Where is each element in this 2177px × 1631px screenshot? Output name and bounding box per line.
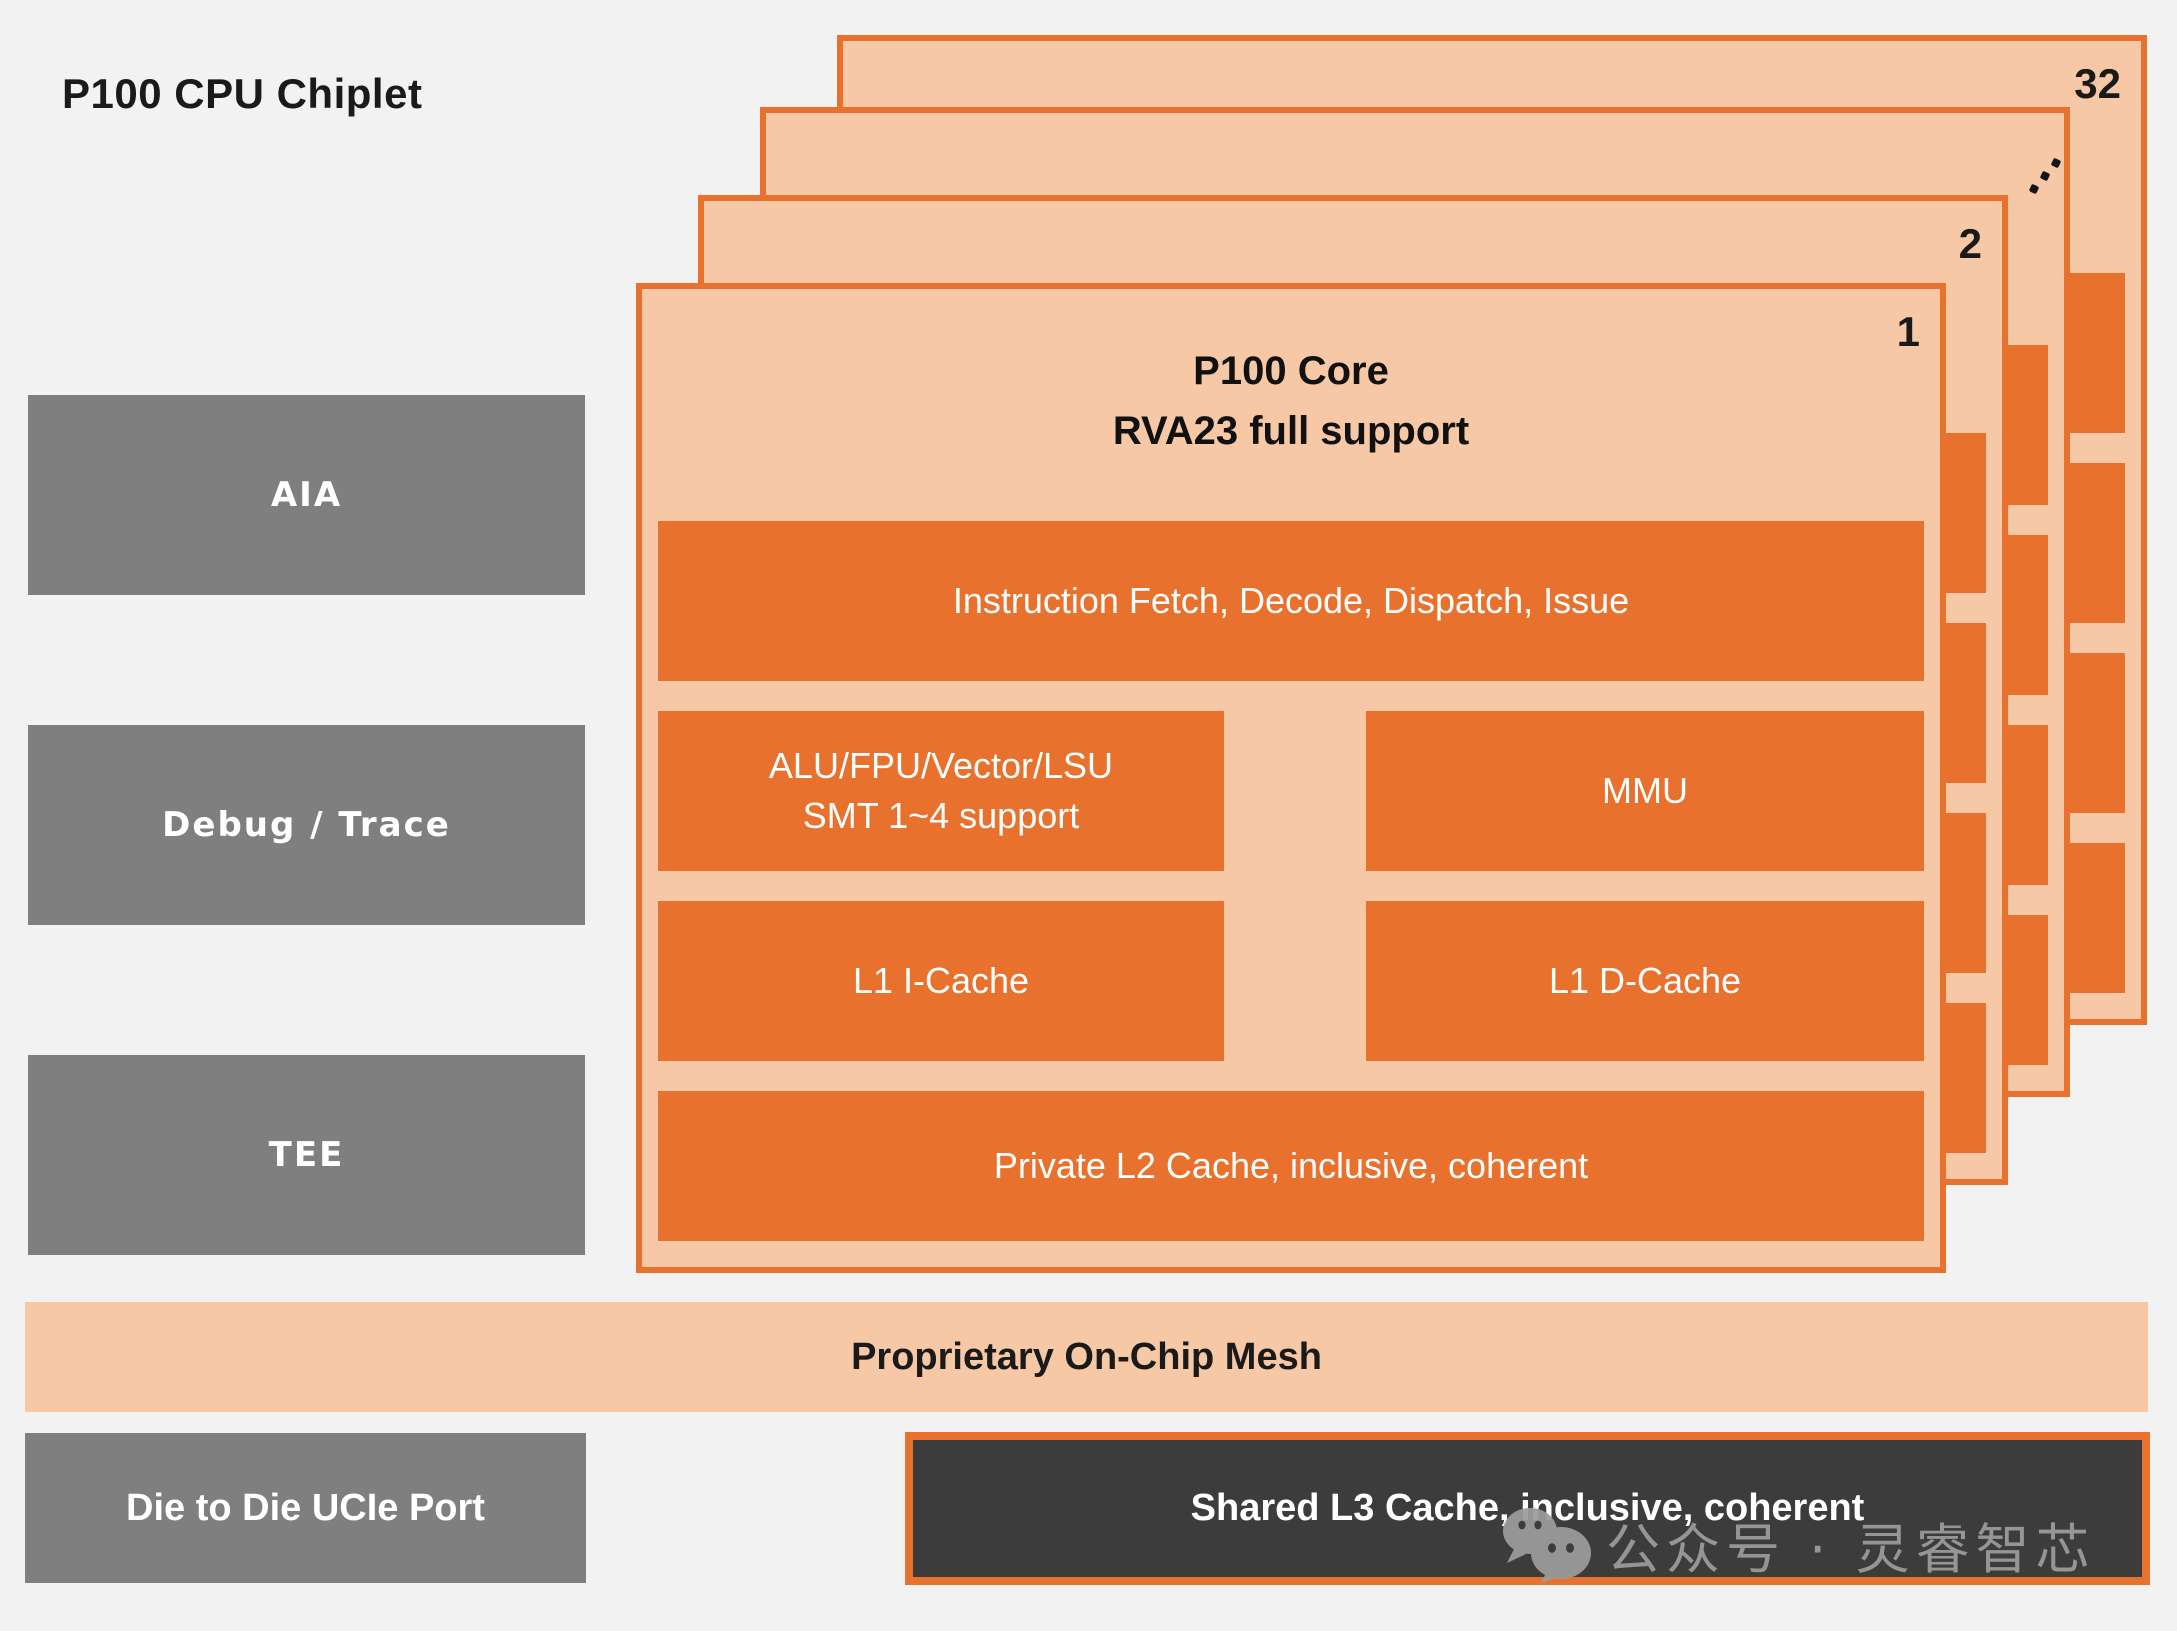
core-card-2-label: 2 xyxy=(1958,220,1982,267)
on-chip-mesh-bar: Proprietary On-Chip Mesh xyxy=(25,1302,2148,1412)
block-tee-label: TEE xyxy=(268,1135,345,1175)
l2-cache-block: Private L2 Cache, inclusive, coherent xyxy=(658,1091,1924,1241)
watermark: 公众号 · 灵睿智芯 xyxy=(1500,1504,2096,1584)
core-title-line2: RVA23 full support xyxy=(1112,409,1470,453)
ucie-port-block: Die to Die UCIe Port xyxy=(25,1433,586,1583)
core-card-1: 1 P100 Core RVA23 full support Instructi… xyxy=(636,283,1946,1273)
alu-label-line1: ALU/FPU/Vector/LSU xyxy=(768,745,1114,786)
core-card-32-label: 32 xyxy=(2074,60,2121,107)
mmu-block: MMU xyxy=(1366,711,1924,871)
block-tee: TEE xyxy=(28,1055,585,1255)
l1-dcache-block: L1 D-Cache xyxy=(1366,901,1924,1061)
core-card-1-label: 1 xyxy=(1896,308,1920,355)
l1-dcache-label: L1 D-Cache xyxy=(1548,960,1742,1001)
fetch-decode-label: Instruction Fetch, Decode, Dispatch, Iss… xyxy=(952,580,1630,621)
on-chip-mesh-label: Proprietary On-Chip Mesh xyxy=(851,1335,1322,1378)
l2-cache-label: Private L2 Cache, inclusive, coherent xyxy=(993,1145,1589,1186)
page-title: P100 CPU Chiplet xyxy=(62,70,423,117)
ellipsis-dots-icon xyxy=(2028,157,2062,195)
fetch-decode-block: Instruction Fetch, Decode, Dispatch, Iss… xyxy=(658,521,1924,681)
wechat-icon xyxy=(1503,1508,1591,1583)
alu-block: ALU/FPU/Vector/LSU SMT 1~4 support xyxy=(658,711,1224,871)
watermark-text: 公众号 · 灵睿智芯 xyxy=(1606,1517,2096,1581)
block-aia: AIA xyxy=(28,395,585,595)
block-aia-label: AIA xyxy=(270,475,343,515)
block-debug-trace-label: Debug / Trace xyxy=(162,805,451,845)
core-title-line1: P100 Core xyxy=(1193,349,1389,393)
block-debug-trace: Debug / Trace xyxy=(28,725,585,925)
l1-icache-label: L1 I-Cache xyxy=(852,960,1030,1001)
ucie-port-label: Die to Die UCIe Port xyxy=(126,1486,485,1529)
core-card-title: P100 Core RVA23 full support xyxy=(642,341,1940,461)
mmu-label: MMU xyxy=(1602,770,1688,811)
alu-label-line2: SMT 1~4 support xyxy=(802,795,1080,836)
l1-icache-block: L1 I-Cache xyxy=(658,901,1224,1061)
